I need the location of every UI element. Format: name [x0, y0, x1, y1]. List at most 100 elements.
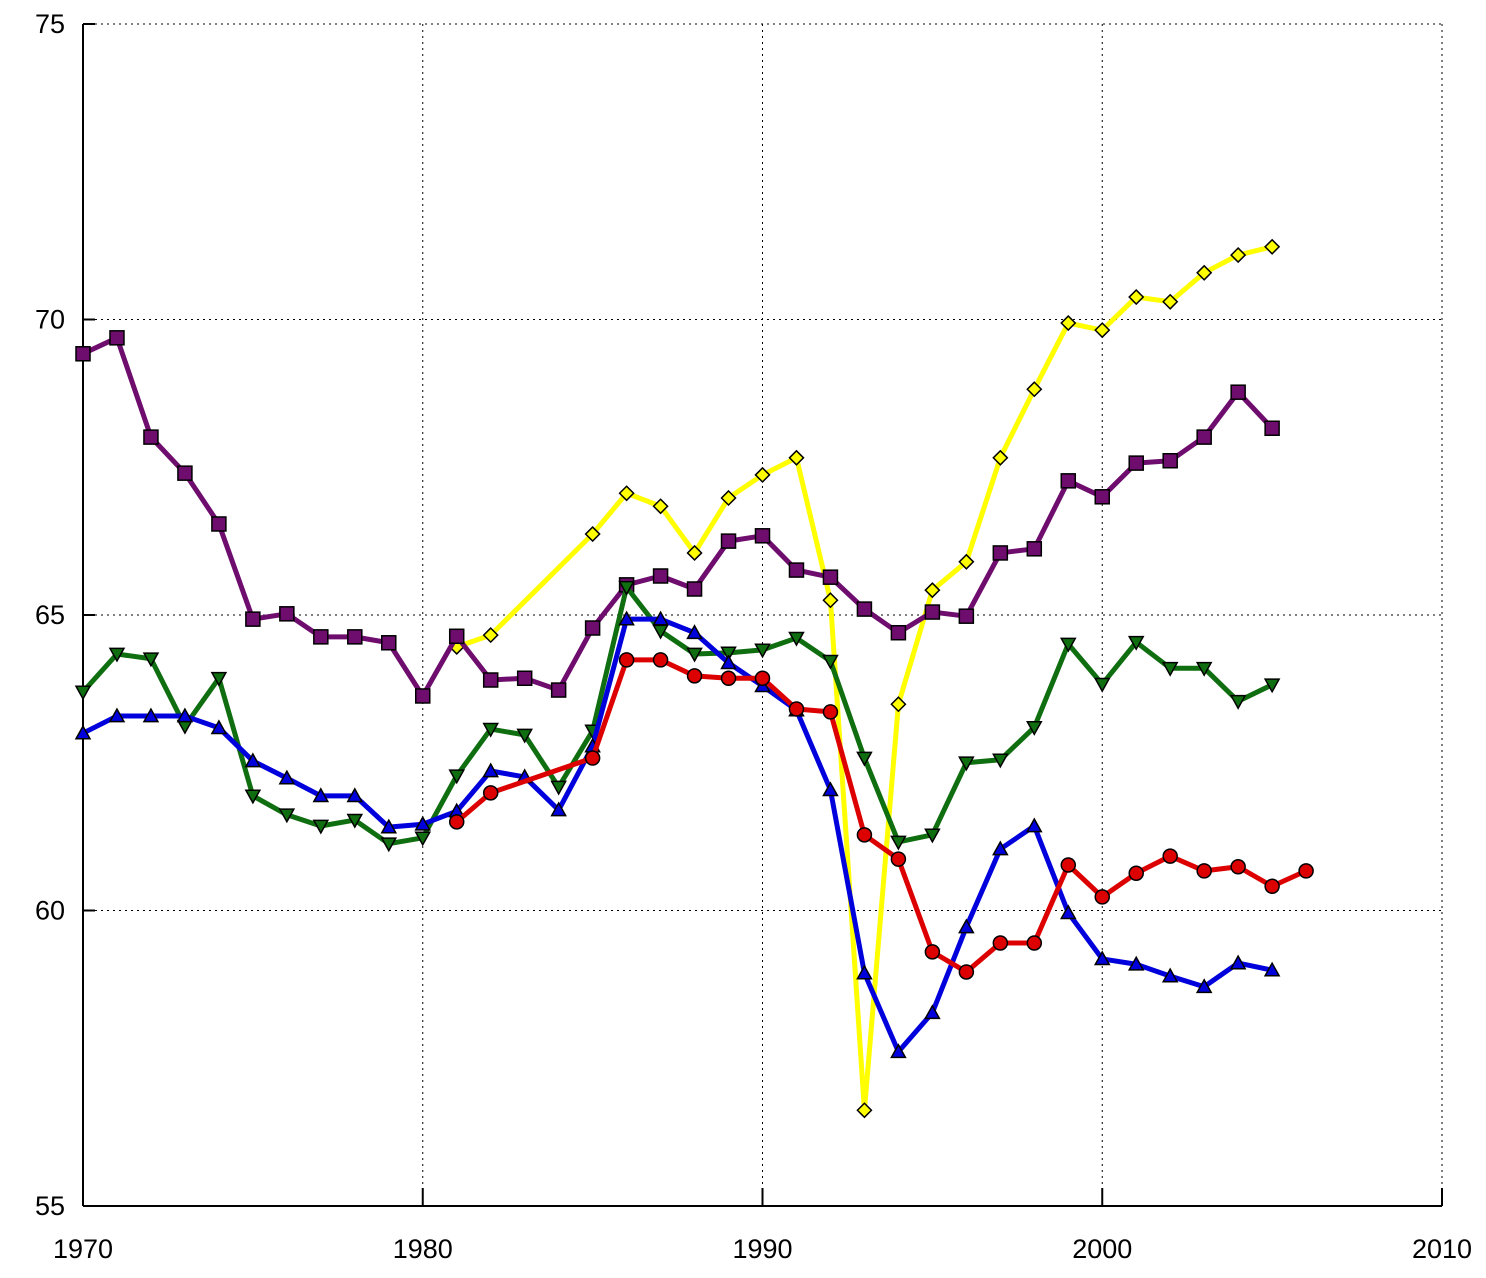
point	[1162, 452, 1178, 469]
point	[822, 704, 839, 720]
point	[856, 751, 873, 767]
point	[74, 685, 92, 701]
point	[788, 631, 805, 647]
point	[1060, 637, 1077, 653]
point	[74, 724, 92, 740]
point	[1026, 935, 1043, 951]
point	[1229, 694, 1247, 710]
x-tick-label: 1970	[53, 1234, 113, 1264]
point	[992, 840, 1009, 856]
point	[686, 544, 703, 562]
point	[958, 964, 975, 980]
point	[754, 643, 771, 659]
point	[1264, 238, 1281, 255]
point	[346, 787, 364, 803]
point	[75, 346, 91, 362]
point	[924, 944, 941, 960]
point	[822, 592, 839, 609]
point	[618, 485, 635, 502]
point	[584, 750, 601, 766]
y-tick-label: 75	[35, 9, 65, 39]
point	[720, 533, 737, 549]
y-tick-label: 65	[35, 600, 65, 630]
point	[584, 620, 601, 636]
point	[1094, 322, 1111, 339]
point	[890, 851, 907, 867]
point	[1060, 904, 1077, 920]
point	[142, 652, 160, 668]
point	[516, 728, 533, 744]
point	[211, 516, 227, 532]
point	[720, 654, 737, 670]
point	[686, 668, 703, 684]
point	[346, 813, 364, 829]
point	[1094, 489, 1110, 505]
point	[482, 627, 499, 644]
point	[1161, 661, 1179, 677]
point	[380, 837, 398, 853]
point	[109, 330, 125, 346]
point	[754, 670, 771, 686]
point	[550, 682, 567, 698]
point	[1094, 889, 1110, 905]
point	[618, 610, 635, 626]
point	[720, 489, 737, 507]
point	[1127, 955, 1145, 971]
point	[244, 789, 262, 805]
point	[550, 801, 567, 817]
point	[1196, 264, 1213, 281]
point	[822, 781, 839, 797]
x-tick-label: 2000	[1072, 1234, 1132, 1264]
point	[245, 611, 261, 627]
point	[1264, 878, 1280, 895]
point	[1128, 455, 1144, 471]
series-line	[81, 616, 1273, 1055]
point	[415, 688, 431, 704]
point	[550, 780, 567, 796]
point	[856, 1102, 873, 1119]
point	[210, 719, 228, 735]
point	[584, 525, 601, 543]
point	[482, 672, 499, 688]
point	[1128, 865, 1144, 882]
point	[177, 465, 193, 481]
point	[652, 568, 669, 584]
point	[822, 654, 839, 670]
point	[1196, 863, 1212, 879]
point	[992, 545, 1009, 561]
x-tick-label: 1980	[393, 1234, 453, 1264]
point	[516, 670, 533, 686]
point	[381, 635, 397, 651]
point	[279, 606, 295, 622]
point	[1162, 293, 1179, 310]
point	[1093, 677, 1111, 693]
point	[652, 498, 669, 515]
point	[176, 707, 194, 723]
point	[1195, 978, 1213, 994]
y-tick-label: 70	[35, 305, 65, 335]
point	[482, 785, 499, 801]
point	[278, 808, 296, 824]
point	[992, 449, 1009, 466]
point	[414, 815, 432, 831]
point	[1298, 863, 1314, 879]
point	[108, 647, 126, 663]
point	[278, 769, 296, 785]
point	[1060, 473, 1077, 489]
point	[652, 610, 669, 626]
point	[142, 707, 160, 723]
point	[788, 701, 805, 717]
point	[1230, 384, 1246, 400]
point	[380, 818, 398, 834]
point	[448, 814, 465, 830]
point	[482, 762, 499, 778]
point	[890, 624, 907, 641]
point	[720, 670, 737, 686]
point	[686, 581, 703, 597]
x-tick-label: 2010	[1412, 1234, 1472, 1264]
point	[652, 652, 669, 668]
point	[992, 753, 1009, 769]
point	[1127, 635, 1145, 651]
point	[1026, 541, 1043, 557]
